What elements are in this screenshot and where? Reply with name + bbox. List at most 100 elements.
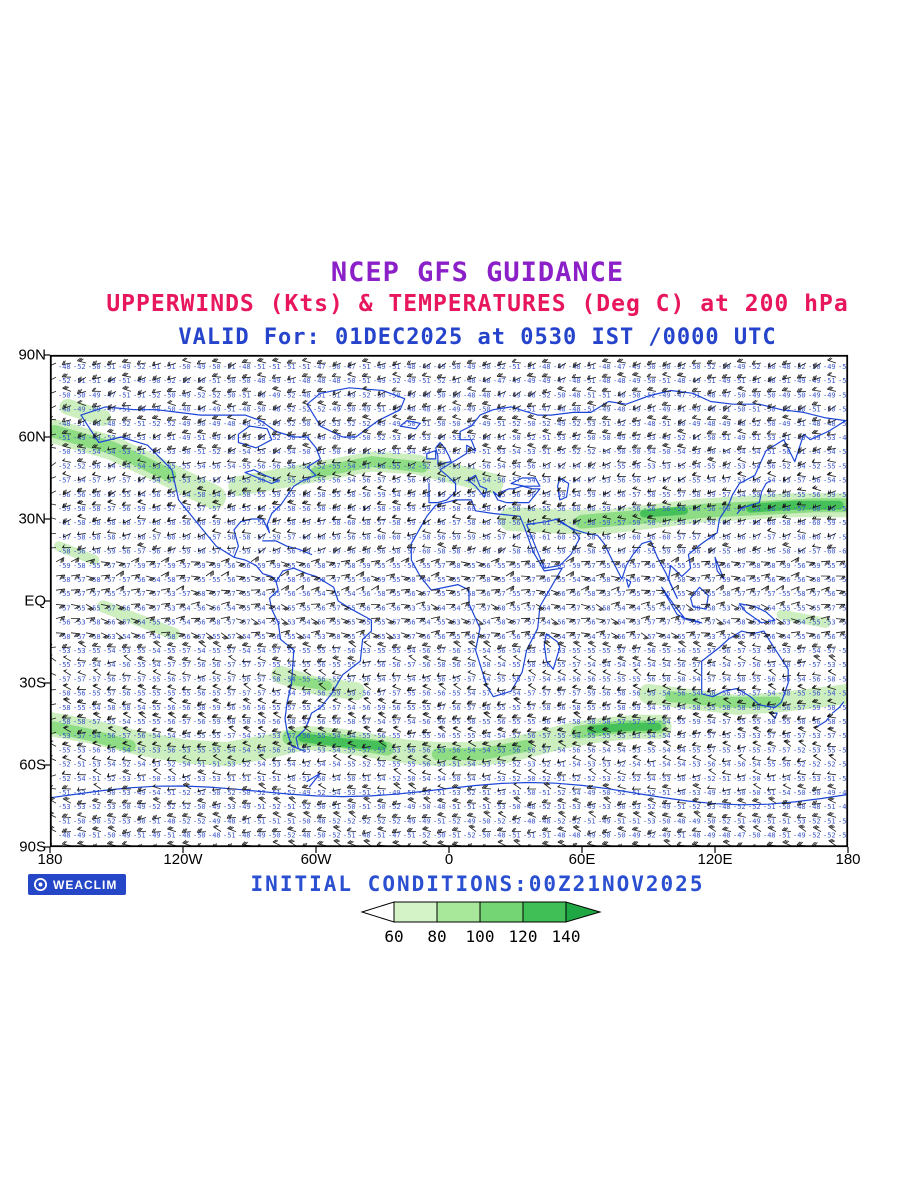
svg-text:-59: -59	[178, 548, 191, 556]
svg-text:-53: -53	[448, 789, 461, 797]
svg-text:-55: -55	[628, 590, 641, 598]
svg-text:-56: -56	[553, 704, 566, 712]
svg-text:-61: -61	[538, 533, 551, 541]
svg-text:-50: -50	[583, 434, 596, 442]
svg-text:-49: -49	[838, 803, 851, 811]
svg-text:-49: -49	[178, 420, 191, 428]
svg-text:-49: -49	[118, 832, 131, 840]
svg-text:-54: -54	[628, 761, 641, 769]
svg-text:-58: -58	[358, 548, 371, 556]
svg-text:-54: -54	[838, 590, 851, 598]
svg-text:-56: -56	[838, 533, 851, 541]
svg-text:-58: -58	[193, 548, 206, 556]
svg-text:-56: -56	[313, 675, 326, 683]
svg-text:-52: -52	[328, 832, 341, 840]
svg-text:-50: -50	[343, 406, 356, 414]
svg-text:-52: -52	[388, 817, 401, 825]
svg-text:-52: -52	[343, 420, 356, 428]
lon-label-2: 60W	[300, 851, 332, 868]
svg-text:-56: -56	[718, 647, 731, 655]
svg-text:-58: -58	[448, 562, 461, 570]
svg-text:-57: -57	[433, 704, 446, 712]
svg-text:-49: -49	[268, 420, 281, 428]
svg-text:-56: -56	[673, 661, 686, 669]
svg-text:-56: -56	[373, 462, 386, 470]
svg-text:-57: -57	[253, 690, 266, 698]
svg-text:-57: -57	[643, 477, 656, 485]
svg-text:-57: -57	[58, 477, 71, 485]
svg-text:-54: -54	[703, 718, 716, 726]
svg-text:-49: -49	[208, 434, 221, 442]
svg-text:-55: -55	[193, 732, 206, 740]
svg-text:-51: -51	[478, 789, 491, 797]
svg-text:-57: -57	[793, 704, 806, 712]
svg-text:-48: -48	[523, 803, 536, 811]
svg-text:-56: -56	[838, 505, 851, 513]
svg-text:-50: -50	[343, 803, 356, 811]
svg-text:-52: -52	[358, 761, 371, 769]
initial-conditions: INITIAL CONDITIONS:00Z21NOV2025	[250, 872, 705, 896]
svg-text:-58: -58	[58, 576, 71, 584]
svg-text:-51: -51	[163, 363, 176, 371]
svg-text:-52: -52	[58, 775, 71, 783]
svg-text:-57: -57	[598, 548, 611, 556]
svg-text:-56: -56	[508, 519, 521, 527]
svg-text:-55: -55	[508, 675, 521, 683]
svg-text:-55: -55	[793, 775, 806, 783]
svg-text:-49: -49	[523, 377, 536, 385]
svg-text:-56: -56	[598, 533, 611, 541]
svg-text:-53: -53	[523, 633, 536, 641]
svg-text:-55: -55	[448, 576, 461, 584]
svg-text:-56: -56	[508, 746, 521, 754]
svg-text:-56: -56	[343, 548, 356, 556]
svg-text:-58: -58	[478, 491, 491, 499]
svg-text:-55: -55	[238, 505, 251, 513]
svg-text:-56: -56	[583, 746, 596, 754]
svg-text:-58: -58	[313, 491, 326, 499]
svg-text:-58: -58	[343, 718, 356, 726]
svg-text:-55: -55	[433, 590, 446, 598]
svg-text:-53: -53	[538, 477, 551, 485]
svg-text:-52: -52	[463, 420, 476, 428]
svg-text:-57: -57	[58, 675, 71, 683]
svg-text:-51: -51	[223, 832, 236, 840]
svg-text:-58: -58	[598, 718, 611, 726]
svg-text:-55: -55	[283, 562, 296, 570]
svg-text:-55: -55	[613, 732, 626, 740]
svg-text:-47: -47	[553, 377, 566, 385]
svg-text:-56: -56	[778, 761, 791, 769]
svg-text:-55: -55	[238, 576, 251, 584]
svg-text:-48: -48	[58, 406, 71, 414]
svg-text:-54: -54	[103, 661, 116, 669]
svg-text:-54: -54	[478, 477, 491, 485]
svg-text:-51: -51	[673, 406, 686, 414]
svg-text:-55: -55	[328, 462, 341, 470]
svg-text:-57: -57	[823, 604, 836, 612]
svg-text:-56: -56	[628, 690, 641, 698]
svg-text:-57: -57	[58, 604, 71, 612]
svg-text:-48: -48	[298, 832, 311, 840]
svg-text:-50: -50	[313, 775, 326, 783]
svg-text:-51: -51	[523, 406, 536, 414]
svg-text:-56: -56	[88, 491, 101, 499]
svg-text:-49: -49	[373, 377, 386, 385]
svg-text:-55: -55	[268, 661, 281, 669]
svg-text:-56: -56	[163, 675, 176, 683]
svg-text:-56: -56	[628, 505, 641, 513]
svg-text:-53: -53	[478, 761, 491, 769]
svg-text:-54: -54	[628, 604, 641, 612]
svg-text:-51: -51	[343, 832, 356, 840]
svg-text:-51: -51	[298, 775, 311, 783]
svg-text:-48: -48	[493, 832, 506, 840]
svg-text:-53: -53	[118, 817, 131, 825]
svg-text:-50: -50	[613, 448, 626, 456]
svg-text:-54: -54	[73, 775, 86, 783]
svg-text:-51: -51	[58, 789, 71, 797]
svg-text:-55: -55	[538, 505, 551, 513]
svg-text:-57: -57	[703, 647, 716, 655]
svg-text:-49: -49	[313, 434, 326, 442]
svg-text:-57: -57	[118, 576, 131, 584]
svg-text:-51: -51	[268, 817, 281, 825]
svg-text:-58: -58	[133, 533, 146, 541]
svg-text:-56: -56	[793, 576, 806, 584]
